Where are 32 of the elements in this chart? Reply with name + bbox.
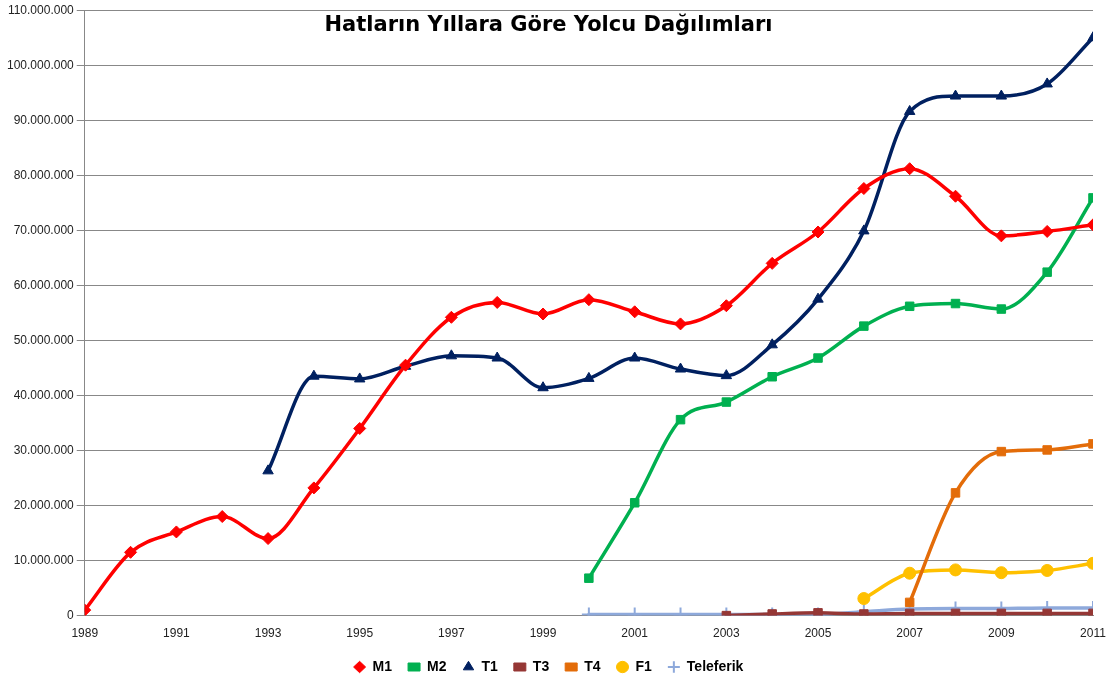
y-tick-label: 110.000.000 <box>7 2 75 17</box>
x-tick-label: 2003 <box>713 626 741 641</box>
legend-label: F1 <box>635 657 653 674</box>
y-tick-label: 90.000.000 <box>13 112 75 127</box>
x-tick-label: 2011 <box>1080 626 1107 641</box>
chart-title: Hatların Yıllara Göre Yolcu Dağılımları <box>324 12 773 37</box>
x-tick-label: 2007 <box>896 626 924 641</box>
y-tick-label: 60.000.000 <box>13 277 75 292</box>
y-tick-label: 50.000.000 <box>13 332 75 347</box>
y-tick-label: 100.000.000 <box>7 57 75 72</box>
x-tick-label: 2005 <box>804 626 832 641</box>
legend-label: T3 <box>532 657 550 674</box>
y-tick-label: 40.000.000 <box>13 387 75 402</box>
x-tick-label: 2001 <box>621 626 649 641</box>
x-tick-label: 2009 <box>987 626 1016 641</box>
legend-label: M2 <box>427 657 447 674</box>
y-tick-label: 30.000.000 <box>13 442 75 457</box>
x-tick-label: 1999 <box>529 626 557 641</box>
x-tick-label: 1989 <box>71 626 99 641</box>
x-tick-label: 1991 <box>163 626 191 641</box>
y-tick-label: 20.000.000 <box>13 497 75 512</box>
x-tick-label: 1995 <box>346 626 374 641</box>
y-tick-label: 0 <box>67 607 75 622</box>
y-tick-label: 10.000.000 <box>13 552 75 567</box>
legend-label: Teleferik <box>686 657 744 674</box>
x-tick-label: 1997 <box>438 626 466 641</box>
legend-label: M1 <box>372 657 393 674</box>
legend-label: T4 <box>584 657 601 674</box>
legend-label: T1 <box>481 657 499 674</box>
x-tick-label: 1993 <box>254 626 282 641</box>
y-tick-label: 80.000.000 <box>13 167 75 182</box>
y-tick-label: 70.000.000 <box>13 222 75 237</box>
